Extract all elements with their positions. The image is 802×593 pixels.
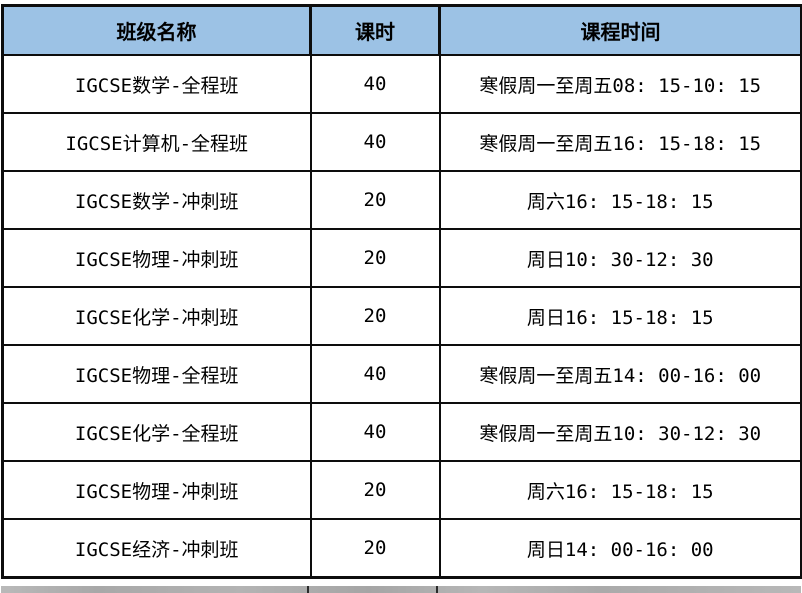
column-header-class-name: 班级名称 <box>1 4 312 56</box>
table-row: IGCSE数学-全程班 40 寒假周一至周五08: 15-10: 15 <box>1 54 802 114</box>
table-body: IGCSE数学-全程班 40 寒假周一至周五08: 15-10: 15 IGCSE计算… <box>1 54 802 579</box>
hours-cell: 20 <box>309 286 441 346</box>
schedule-cell: 周日16: 15-18: 15 <box>438 286 802 346</box>
hours-cell: 40 <box>309 402 441 462</box>
schedule-cell: 周六16: 15-18: 15 <box>438 170 802 230</box>
column-header-hours: 课时 <box>309 4 441 56</box>
table-row: IGCSE物理-冲刺班 20 周六16: 15-18: 15 <box>1 460 802 520</box>
table-row: IGCSE化学-冲刺班 20 周日16: 15-18: 15 <box>1 286 802 346</box>
class-name-cell: IGCSE经济-冲刺班 <box>1 518 312 579</box>
class-name-cell: IGCSE物理-冲刺班 <box>1 228 312 288</box>
hours-cell: 40 <box>309 344 441 404</box>
column-border-stub <box>307 586 309 593</box>
column-border-stub <box>436 586 438 593</box>
table-row: IGCSE经济-冲刺班 20 周日14: 00-16: 00 <box>1 518 802 579</box>
table-row: IGCSE物理-冲刺班 20 周日10: 30-12: 30 <box>1 228 802 288</box>
hours-cell: 40 <box>309 54 441 114</box>
schedule-cell: 寒假周一至周五08: 15-10: 15 <box>438 54 802 114</box>
course-schedule-table: 班级名称 课时 课程时间 IGCSE数学-全程班 40 寒假周一至周五08: 15-… <box>1 4 802 579</box>
schedule-cell: 周日14: 00-16: 00 <box>438 518 802 579</box>
class-name-cell: IGCSE化学-全程班 <box>1 402 312 462</box>
class-name-cell: IGCSE计算机-全程班 <box>1 112 312 172</box>
class-name-cell: IGCSE数学-全程班 <box>1 54 312 114</box>
schedule-cell: 寒假周一至周五10: 30-12: 30 <box>438 402 802 462</box>
hours-cell: 20 <box>309 228 441 288</box>
class-name-cell: IGCSE数学-冲刺班 <box>1 170 312 230</box>
schedule-cell: 周日10: 30-12: 30 <box>438 228 802 288</box>
hours-cell: 20 <box>309 518 441 579</box>
table-row: IGCSE数学-冲刺班 20 周六16: 15-18: 15 <box>1 170 802 230</box>
table-header-row: 班级名称 课时 课程时间 <box>1 4 802 56</box>
cropped-next-row-sliver <box>1 586 801 593</box>
column-header-schedule: 课程时间 <box>438 4 802 56</box>
class-name-cell: IGCSE物理-冲刺班 <box>1 460 312 520</box>
hours-cell: 40 <box>309 112 441 172</box>
schedule-cell: 寒假周一至周五16: 15-18: 15 <box>438 112 802 172</box>
table-row: IGCSE计算机-全程班 40 寒假周一至周五16: 15-18: 15 <box>1 112 802 172</box>
class-name-cell: IGCSE化学-冲刺班 <box>1 286 312 346</box>
table-row: IGCSE化学-全程班 40 寒假周一至周五10: 30-12: 30 <box>1 402 802 462</box>
hours-cell: 20 <box>309 170 441 230</box>
table-row: IGCSE物理-全程班 40 寒假周一至周五14: 00-16: 00 <box>1 344 802 404</box>
schedule-cell: 周六16: 15-18: 15 <box>438 460 802 520</box>
hours-cell: 20 <box>309 460 441 520</box>
schedule-cell: 寒假周一至周五14: 00-16: 00 <box>438 344 802 404</box>
class-name-cell: IGCSE物理-全程班 <box>1 344 312 404</box>
